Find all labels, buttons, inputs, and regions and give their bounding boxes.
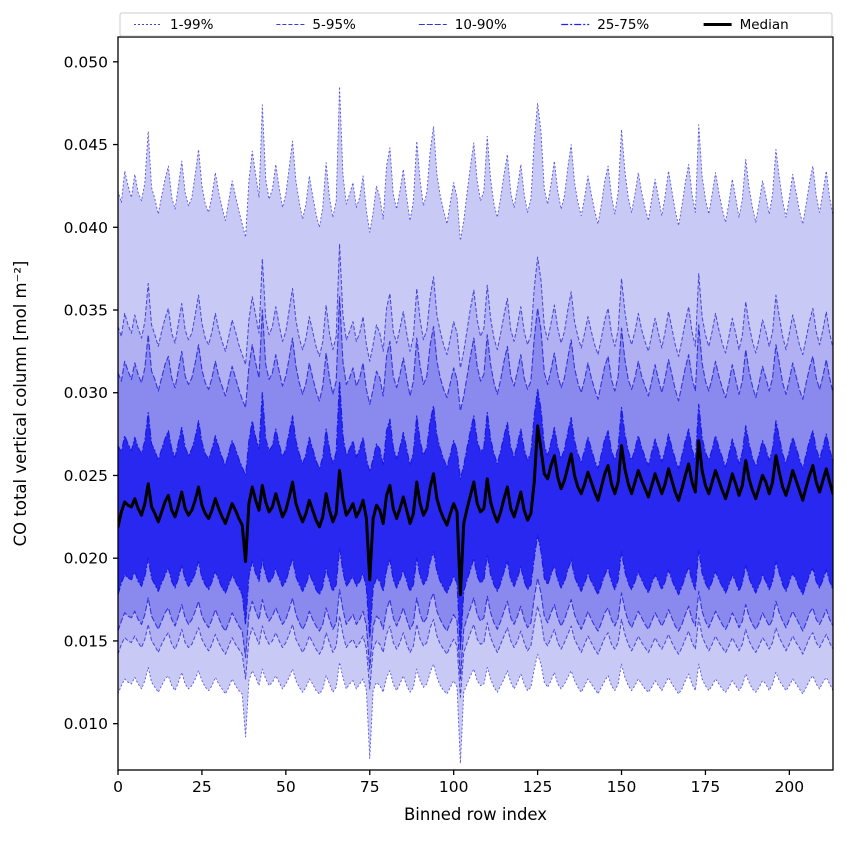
- y-axis-ticks: 0.010 0.015 0.020 0.025 0.030 0.035 0.040 0.045…: [64, 53, 118, 733]
- legend-label-4: Median: [740, 17, 789, 33]
- x-tick-label: 50: [276, 778, 296, 796]
- y-tick-label: 0.050: [64, 53, 108, 71]
- percentile-bands: [118, 86, 833, 764]
- x-tick-label: 125: [523, 778, 553, 796]
- band-edge-3-upper: [118, 380, 833, 480]
- x-tick-label: 0: [113, 778, 123, 796]
- legend-label-2: 10-90%: [455, 17, 507, 33]
- x-tick-label: 75: [360, 778, 380, 796]
- y-tick-label: 0.010: [64, 715, 108, 733]
- y-tick-label: 0.035: [64, 302, 108, 320]
- legend-label-3: 25-75%: [597, 17, 649, 33]
- y-tick-label: 0.040: [64, 219, 108, 237]
- plot-spines: [117, 36, 834, 771]
- x-tick-label: 175: [691, 778, 721, 796]
- x-tick-label: 25: [192, 778, 212, 796]
- y-axis-label: CO total vertical column [mol m⁻²]: [11, 261, 30, 547]
- x-axis-ticks: 0 25 50 75 100 125 150 175 200: [113, 770, 804, 796]
- band-edge-1-upper: [118, 243, 833, 369]
- band-edge-0-lower: [118, 653, 833, 764]
- legend-label-0: 1-99%: [170, 17, 214, 33]
- median-line: [118, 424, 833, 597]
- y-tick-label: 0.030: [64, 384, 108, 402]
- band-edge-0-upper: [118, 86, 833, 241]
- y-tick-label: 0.015: [64, 632, 108, 650]
- y-tick-label: 0.045: [64, 136, 108, 154]
- median-path: [118, 424, 833, 597]
- x-tick-label: 150: [607, 778, 637, 796]
- x-axis-label: Binned row index: [404, 805, 547, 824]
- chart-legend[interactable]: 1-99% 5-95% 10-90% 25-75% Median: [119, 12, 833, 37]
- band-fill-3: [118, 381, 833, 650]
- plot-area: 0 25 50 75 100 125 150 175 200 0.0100.0150.0200.…: [64, 36, 834, 796]
- y-tick-label: 0.020: [64, 550, 108, 568]
- legend-box: [119, 12, 833, 37]
- x-tick-label: 200: [775, 778, 805, 796]
- band-edge-1-lower: [118, 605, 833, 698]
- y-tick-label: 0.025: [64, 467, 108, 485]
- band-edge-3-lower: [118, 534, 833, 650]
- x-tick-label: 100: [439, 778, 469, 796]
- legend-label-1: 5-95%: [312, 17, 356, 33]
- band-edge-2-upper: [118, 296, 833, 412]
- band-edge-2-lower: [118, 577, 833, 680]
